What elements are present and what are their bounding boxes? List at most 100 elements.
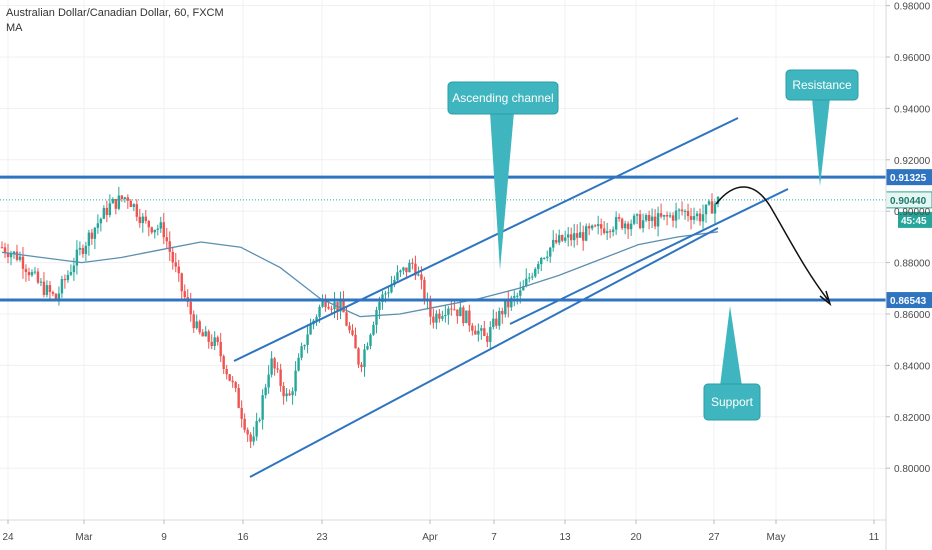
candle-body (210, 341, 213, 347)
candle-body (414, 263, 417, 276)
y-tick-label: 0.88000 (894, 259, 931, 270)
candle-body (168, 241, 171, 252)
candle-body (441, 316, 444, 319)
time-axis[interactable]: 24 Mar 9 16 23 Apr 7 13 20 27 May 11 (0, 519, 886, 543)
candle-body (710, 201, 714, 214)
candle-body (366, 345, 369, 350)
candle-body (468, 310, 471, 326)
candle-body (192, 314, 195, 329)
candle-body (683, 210, 687, 212)
candle-body (504, 300, 507, 315)
candle-body (567, 234, 570, 238)
candle-body (141, 216, 145, 224)
candle-body (342, 300, 345, 313)
candle-body (489, 327, 492, 342)
candle-body (369, 334, 372, 346)
candle-body (546, 256, 549, 258)
candle-body (48, 285, 52, 293)
candle-body (339, 300, 342, 312)
candle-body (12, 251, 16, 254)
candle-body (195, 321, 198, 329)
candle-body (258, 419, 261, 422)
ascending-channel-lines (233, 117, 789, 478)
candle-body (656, 213, 660, 227)
candle-body (285, 393, 288, 397)
candle-body (162, 222, 165, 238)
candle-body (111, 198, 115, 204)
candle-body (596, 224, 600, 227)
candle-body (540, 257, 543, 265)
candle-body (420, 274, 423, 280)
candle-body (525, 278, 528, 287)
candle-body (587, 226, 591, 229)
candle-body (483, 328, 486, 337)
y-tick-label: 0.90000 (894, 207, 931, 218)
candle-body (72, 265, 76, 273)
candle-body (219, 342, 222, 357)
candle-body (267, 374, 270, 388)
candle-body (620, 218, 624, 229)
candle-body (132, 204, 136, 207)
candle-body (507, 300, 510, 308)
candle-body (153, 229, 156, 233)
current-price-tag-text: 0.90440 (890, 196, 927, 207)
candle-body (635, 214, 639, 216)
candle-body (174, 262, 177, 267)
candle-body (279, 369, 282, 387)
candle-body (189, 301, 192, 315)
candle-body (593, 225, 597, 227)
candle-body (558, 235, 561, 243)
candle-body (614, 217, 618, 230)
projection-arrow (715, 186, 832, 307)
candle-body (18, 256, 22, 260)
y-tick-label: 0.94000 (894, 104, 931, 115)
countdown-tag (898, 211, 932, 228)
candle-body (90, 232, 94, 239)
candle-body (626, 223, 630, 230)
candle-body (255, 421, 258, 437)
candle-body (129, 200, 133, 207)
x-tick-label: May (767, 532, 786, 543)
candle-body (240, 407, 243, 419)
candle-body (213, 337, 216, 347)
price-axis[interactable]: 0.98000 0.96000 0.94000 0.92000 0.90000 0.880… (885, 0, 931, 550)
candle-body (348, 325, 351, 331)
candle-body (459, 307, 462, 317)
candle-body (510, 297, 513, 308)
symbol-title: Australian Dollar/Canadian Dollar, 60, F… (6, 7, 224, 19)
channel-mid-line (509, 188, 789, 325)
ma-path (1, 231, 719, 318)
candle-body (288, 393, 291, 396)
candle-body (501, 310, 504, 315)
candle-body (126, 197, 130, 201)
y-tick-label: 0.92000 (894, 156, 931, 167)
candle-body (60, 279, 64, 294)
candle-body (345, 312, 348, 326)
candle-body (243, 418, 246, 430)
candle-body (519, 290, 522, 296)
candle-body (698, 213, 702, 222)
x-tick-label: 20 (630, 532, 642, 543)
candle-body (363, 349, 366, 368)
y-tick-label: 0.96000 (894, 53, 931, 64)
candle-body (294, 370, 297, 392)
candle-body (87, 232, 91, 246)
candle-body (665, 215, 669, 217)
candle-body (324, 299, 327, 308)
candle-body (405, 267, 408, 273)
candle-body (330, 308, 333, 310)
ascending-channel-callout: Ascending channel (447, 81, 559, 270)
candle-body (402, 267, 405, 271)
candle-body (360, 364, 363, 368)
candle-body (84, 245, 88, 254)
candle-body (309, 324, 312, 335)
candle-body (372, 324, 375, 335)
candle-body (393, 280, 396, 285)
candle-body (354, 334, 357, 349)
candle-body (234, 382, 237, 389)
candle-body (69, 272, 73, 275)
candle-body (123, 197, 127, 200)
candlestick-series (0, 186, 720, 449)
candle-body (225, 369, 228, 375)
